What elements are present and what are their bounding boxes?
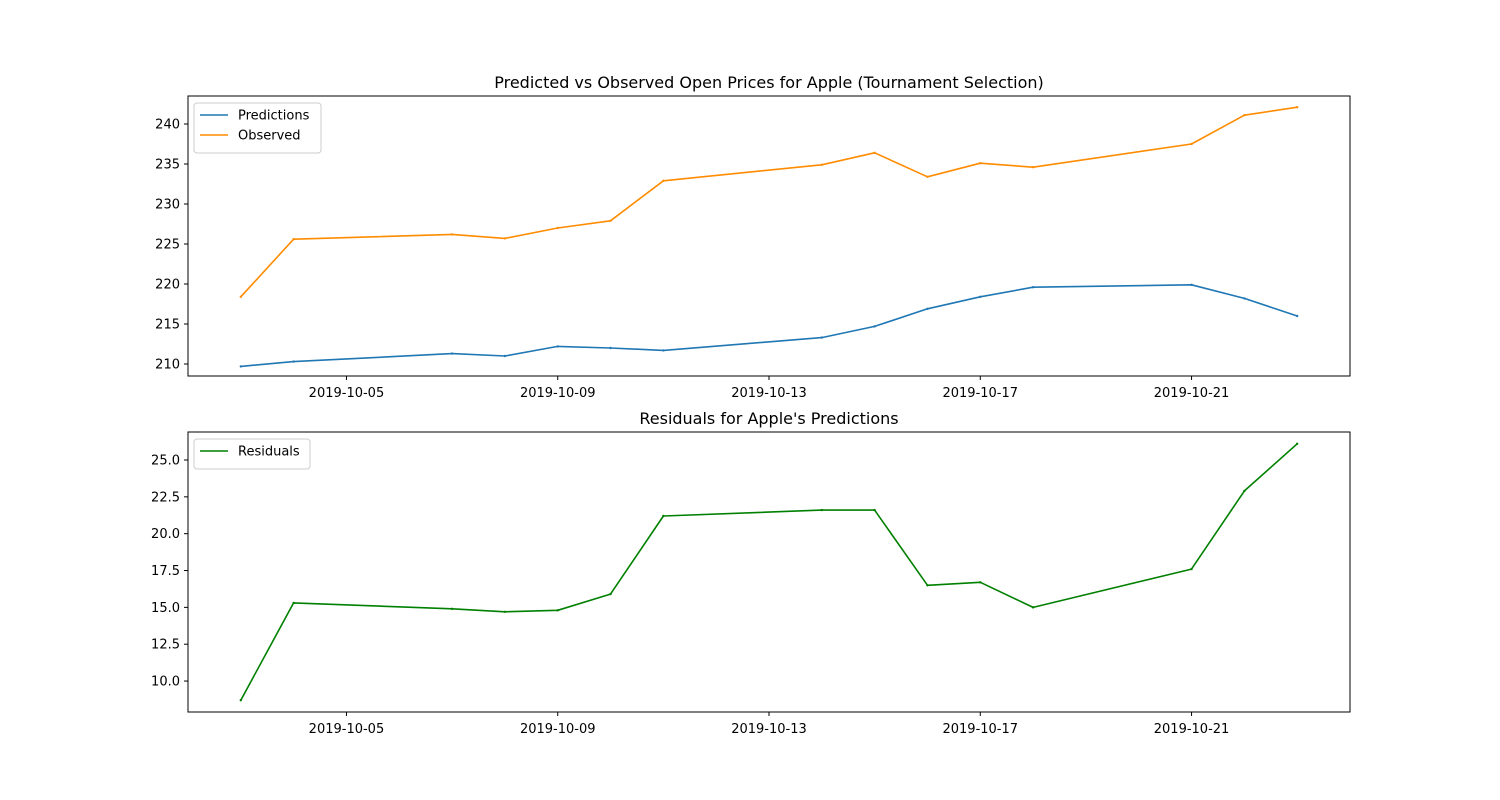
data-point-observed xyxy=(662,179,665,182)
data-point-predictions xyxy=(662,349,665,352)
x-tick-label: 2019-10-21 xyxy=(1154,386,1230,401)
data-point-predictions xyxy=(873,325,876,328)
data-point-observed xyxy=(239,295,243,298)
data-point-observed xyxy=(820,163,824,166)
y-tick-label: 10.0 xyxy=(151,675,180,690)
y-tick-label: 220 xyxy=(155,278,180,293)
data-point-predictions xyxy=(1295,314,1299,318)
x-tick-label: 2019-10-13 xyxy=(731,386,807,401)
data-point-residuals xyxy=(979,581,982,584)
data-point-residuals xyxy=(1190,567,1193,571)
y-tick-label: 22.5 xyxy=(151,490,180,505)
series-line-observed xyxy=(240,106,1298,298)
x-tick-label: 2019-10-09 xyxy=(520,722,596,737)
y-tick-label: 210 xyxy=(155,358,180,373)
x-tick-label: 2019-10-09 xyxy=(520,386,596,401)
y-tick-label: 230 xyxy=(155,198,180,213)
data-point-residuals xyxy=(820,508,824,512)
data-point-residuals xyxy=(450,607,454,611)
x-tick-label: 2019-10-13 xyxy=(731,722,807,737)
data-point-predictions xyxy=(556,345,559,348)
y-tick-label: 15.0 xyxy=(151,601,180,616)
data-point-predictions xyxy=(503,354,507,358)
legend: Predictions Observed xyxy=(193,102,322,154)
legend: Residuals xyxy=(193,438,311,470)
data-point-residuals xyxy=(1295,442,1299,445)
y-tick-label: 20.0 xyxy=(151,527,180,542)
legend-label-predictions: Predictions xyxy=(238,109,310,124)
y-tick-label: 240 xyxy=(155,118,180,133)
data-point-residuals xyxy=(926,584,929,587)
data-point-residuals xyxy=(873,508,876,512)
data-point-predictions xyxy=(1031,286,1035,289)
data-point-observed xyxy=(1295,106,1299,109)
series-line-predictions xyxy=(240,283,1298,368)
data-point-residuals xyxy=(292,601,295,605)
data-point-observed xyxy=(1243,114,1246,117)
data-point-observed xyxy=(1190,142,1193,146)
data-point-observed xyxy=(556,226,559,230)
x-tick-label: 2019-10-05 xyxy=(309,386,385,401)
legend-label-observed: Observed xyxy=(238,129,301,144)
axes-frame xyxy=(187,431,1351,713)
data-point-predictions xyxy=(1190,283,1193,286)
data-point-residuals xyxy=(556,609,559,612)
y-tick-label: 17.5 xyxy=(151,564,180,579)
data-point-predictions xyxy=(926,307,929,310)
data-point-observed xyxy=(292,238,295,241)
y-tick-label: 215 xyxy=(155,318,180,333)
chart-title: Residuals for Apple's Predictions xyxy=(639,409,898,428)
residuals-chart: Residuals for Apple's Predictions 10.0 12.… xyxy=(151,409,1351,737)
y-tick-label: 235 xyxy=(155,158,180,173)
data-point-observed xyxy=(503,237,507,240)
x-tick-label: 2019-10-17 xyxy=(942,722,1018,737)
data-point-predictions xyxy=(979,295,982,298)
data-point-predictions xyxy=(239,365,243,368)
data-point-predictions xyxy=(450,352,454,355)
data-point-predictions xyxy=(820,336,824,339)
legend-label-residuals: Residuals xyxy=(238,445,300,460)
data-point-predictions xyxy=(1243,297,1246,300)
data-point-predictions xyxy=(609,346,612,350)
data-point-residuals xyxy=(239,699,243,702)
x-tick-label: 2019-10-05 xyxy=(309,722,385,737)
data-point-predictions xyxy=(292,360,295,363)
legend-box xyxy=(193,438,311,470)
chart-title: Predicted vs Observed Open Prices for Ap… xyxy=(494,73,1044,92)
y-tick-label: 225 xyxy=(155,238,180,253)
data-point-residuals xyxy=(503,610,507,613)
data-point-residuals xyxy=(1243,489,1246,493)
data-point-residuals xyxy=(609,592,612,596)
x-tick-label: 2019-10-21 xyxy=(1154,722,1230,737)
data-point-observed xyxy=(1031,166,1035,169)
data-point-observed xyxy=(609,219,612,222)
y-tick-label: 25.0 xyxy=(151,454,180,469)
data-point-residuals xyxy=(1031,606,1035,609)
axes-frame xyxy=(187,95,1351,377)
data-point-residuals xyxy=(662,514,665,518)
data-point-observed xyxy=(873,151,876,154)
price-chart: Predicted vs Observed Open Prices for Ap… xyxy=(155,73,1351,401)
data-point-observed xyxy=(450,233,454,236)
series-line-residuals xyxy=(240,443,1298,701)
x-tick-label: 2019-10-17 xyxy=(942,386,1018,401)
y-tick-label: 12.5 xyxy=(151,638,180,653)
data-point-observed xyxy=(926,175,929,178)
data-point-observed xyxy=(979,162,982,165)
